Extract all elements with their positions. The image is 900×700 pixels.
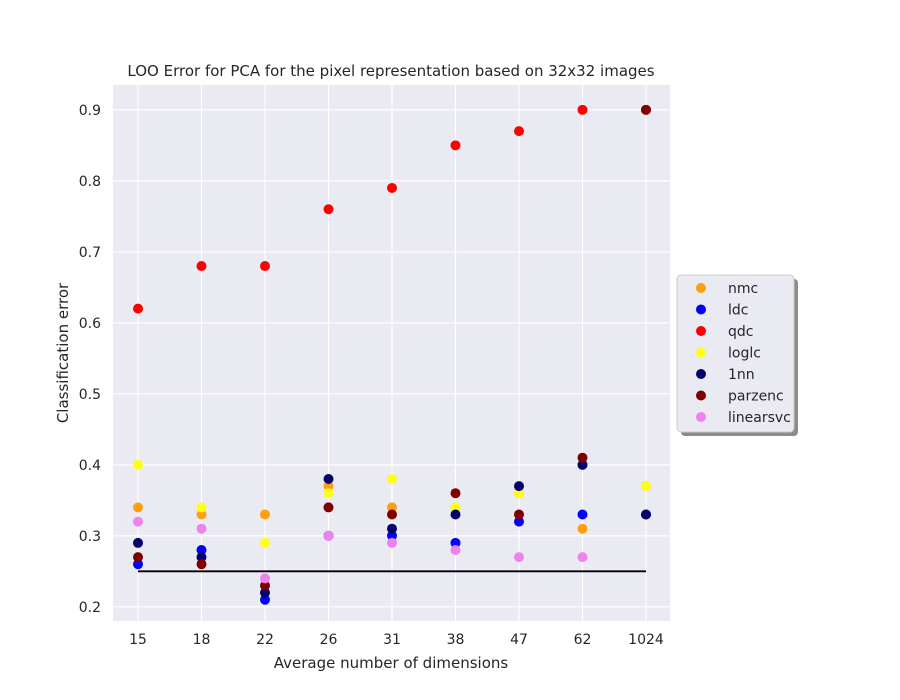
legend-label-loglc: loglc bbox=[728, 346, 761, 362]
point-parzenc bbox=[133, 552, 143, 563]
legend: nmc ldc qdc loglc 1nn parzenc linearsvc bbox=[676, 274, 798, 436]
legend-label-nmc: nmc bbox=[728, 281, 758, 297]
point-nmc bbox=[387, 502, 397, 513]
point-qdc bbox=[387, 182, 397, 193]
point-qdc bbox=[133, 303, 143, 314]
x-tick-label: 38 bbox=[447, 632, 465, 648]
point-1nn bbox=[450, 509, 461, 520]
point-linearsvc bbox=[514, 552, 524, 563]
point-1nn bbox=[260, 587, 270, 598]
y-tick-label: 0.8 bbox=[79, 174, 101, 190]
point-parzenc bbox=[387, 509, 397, 520]
point-nmc bbox=[260, 509, 270, 520]
legend-marker-parzenc bbox=[696, 390, 706, 401]
x-tick-label: 15 bbox=[129, 632, 147, 648]
chart-title: LOO Error for PCA for the pixel represen… bbox=[127, 62, 654, 80]
point-1nn bbox=[133, 537, 143, 548]
point-loglc bbox=[641, 481, 651, 492]
legend-marker-ldc bbox=[696, 304, 706, 315]
point-qdc bbox=[514, 126, 524, 137]
legend-marker-nmc bbox=[696, 283, 706, 293]
y-tick-label: 0.9 bbox=[79, 103, 101, 119]
x-tick-label: 47 bbox=[510, 632, 528, 648]
legend-label-parzenc: parzenc bbox=[728, 389, 784, 405]
point-nmc bbox=[577, 523, 588, 534]
point-loglc bbox=[323, 488, 334, 499]
point-parzenc bbox=[450, 488, 461, 499]
y-axis-label: Classification error bbox=[54, 282, 72, 423]
point-ldc bbox=[514, 516, 524, 527]
legend-label-linearsvc: linearsvc bbox=[728, 410, 791, 426]
point-loglc bbox=[450, 502, 461, 513]
legend-marker-1nn bbox=[696, 369, 706, 379]
x-tick-label: 1024 bbox=[628, 632, 664, 648]
point-linearsvc bbox=[450, 545, 461, 556]
point-qdc bbox=[577, 104, 588, 115]
legend-box bbox=[676, 274, 795, 433]
point-qdc bbox=[450, 140, 461, 151]
y-tick-label: 0.4 bbox=[79, 458, 101, 474]
point-parzenc bbox=[641, 104, 651, 115]
x-tick-labels: 15 18 22 26 31 38 47 62 1024 bbox=[129, 632, 664, 648]
point-1nn bbox=[641, 509, 651, 520]
point-ldc bbox=[577, 509, 588, 520]
x-tick-label: 22 bbox=[256, 632, 274, 648]
point-nmc bbox=[133, 502, 143, 513]
point-linearsvc bbox=[577, 552, 588, 563]
point-parzenc bbox=[514, 509, 524, 520]
point-parzenc bbox=[577, 452, 588, 463]
x-tick-label: 18 bbox=[193, 632, 211, 648]
y-tick-label: 0.2 bbox=[79, 600, 101, 616]
point-ldc bbox=[260, 594, 270, 605]
legend-label-ldc: ldc bbox=[728, 303, 748, 319]
point-parzenc bbox=[260, 580, 270, 591]
point-qdc bbox=[196, 261, 207, 272]
data-points bbox=[133, 104, 651, 605]
y-tick-label: 0.7 bbox=[79, 245, 101, 261]
point-qdc bbox=[260, 261, 270, 272]
x-tick-label: 31 bbox=[383, 632, 401, 648]
point-parzenc bbox=[323, 502, 334, 513]
point-linearsvc bbox=[133, 516, 143, 527]
point-ldc bbox=[450, 537, 461, 548]
point-nmc bbox=[323, 481, 334, 492]
point-loglc bbox=[260, 537, 270, 548]
point-loglc bbox=[133, 459, 143, 470]
point-linearsvc bbox=[387, 537, 397, 548]
y-tick-label: 0.6 bbox=[79, 316, 101, 332]
point-nmc bbox=[196, 509, 207, 520]
x-tick-label: 26 bbox=[320, 632, 338, 648]
legend-marker-linearsvc bbox=[696, 412, 706, 422]
point-qdc bbox=[323, 204, 334, 215]
point-ldc bbox=[387, 530, 397, 541]
x-tick-label: 62 bbox=[574, 632, 592, 648]
y-tick-labels: 0.2 0.3 0.4 0.5 0.6 0.7 0.8 0.9 bbox=[79, 103, 101, 616]
legend-entries: nmc ldc qdc loglc 1nn parzenc linearsvc bbox=[696, 281, 791, 426]
point-linearsvc bbox=[260, 573, 270, 584]
legend-label-qdc: qdc bbox=[728, 324, 753, 340]
point-loglc bbox=[514, 488, 524, 499]
point-ldc bbox=[133, 559, 143, 570]
legend-label-1nn: 1nn bbox=[728, 367, 755, 383]
x-axis-label: Average number of dimensions bbox=[274, 654, 509, 672]
point-1nn bbox=[323, 474, 334, 485]
point-loglc bbox=[387, 474, 397, 485]
y-tick-label: 0.5 bbox=[79, 387, 101, 403]
legend-marker-qdc bbox=[696, 326, 706, 336]
point-1nn bbox=[387, 523, 397, 534]
point-linearsvc bbox=[323, 530, 334, 541]
point-1nn bbox=[196, 552, 207, 563]
point-parzenc bbox=[196, 559, 207, 570]
point-linearsvc bbox=[196, 523, 207, 534]
point-1nn bbox=[514, 481, 524, 492]
point-1nn bbox=[577, 459, 588, 470]
point-loglc bbox=[196, 502, 207, 513]
y-tick-label: 0.3 bbox=[79, 529, 101, 545]
legend-marker-loglc bbox=[696, 347, 706, 358]
point-ldc bbox=[196, 545, 207, 556]
